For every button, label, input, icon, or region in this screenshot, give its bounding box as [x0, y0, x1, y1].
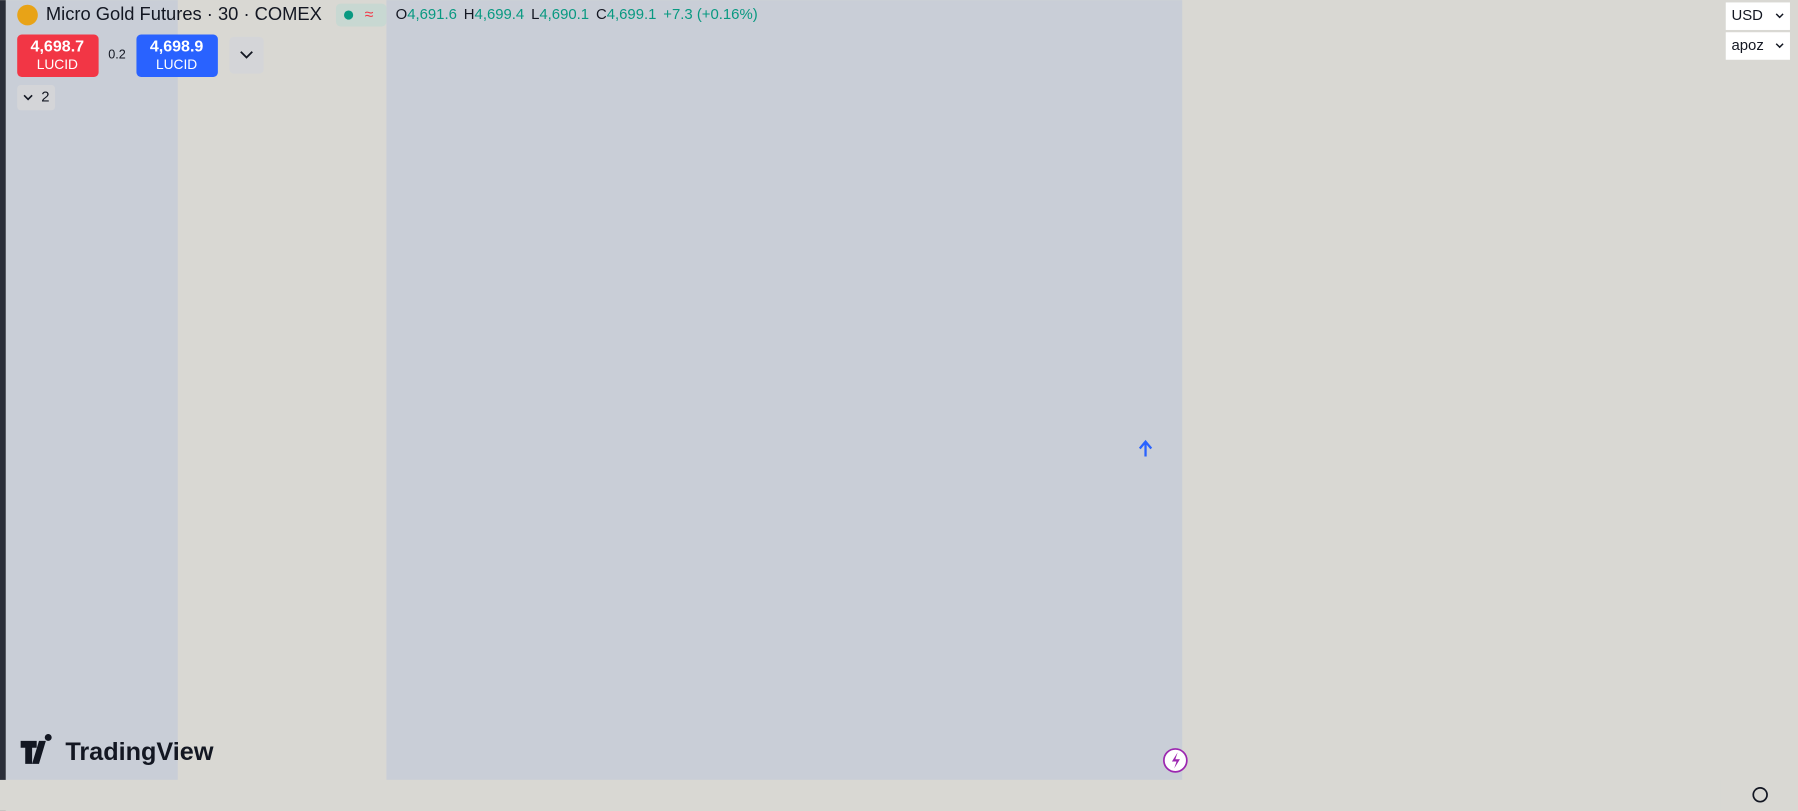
spread: 0.2	[108, 48, 126, 62]
buy-price: 4,698.9	[150, 37, 204, 55]
status-icon: ≈	[365, 5, 374, 23]
session-shade	[386, 0, 1183, 780]
ohlc-part: 4,690.1	[539, 7, 589, 23]
price-axis-panel	[1720, 0, 1798, 811]
chevron	[23, 94, 33, 101]
order-menu[interactable]	[229, 36, 264, 74]
time-axis-panel	[0, 779, 1721, 811]
status-badge[interactable]	[335, 3, 387, 27]
account: apoz	[1731, 38, 1763, 54]
indicators-toggle[interactable]	[17, 85, 56, 111]
ohlc-part: 4,699.1	[607, 7, 657, 23]
ohlc-part: L	[531, 7, 539, 23]
buy-broker: LUCID	[156, 57, 197, 72]
chevron	[1775, 43, 1784, 49]
chevron	[240, 51, 253, 59]
sell-price: 4,698.7	[31, 37, 85, 55]
symbol-title[interactable]: Micro Gold Futures · 30 · COMEX	[46, 3, 322, 24]
indicators-count: 2	[41, 90, 49, 106]
left-border	[0, 0, 6, 811]
ohlc-part: 4,699.4	[475, 7, 525, 23]
sell-button[interactable]	[17, 34, 99, 77]
ohlc-part: O	[396, 7, 408, 23]
buy-marker	[1138, 439, 1153, 457]
buy-button[interactable]	[136, 34, 218, 77]
logo-mark	[20, 734, 52, 764]
status-dot	[344, 10, 354, 20]
symbol-icon	[17, 4, 38, 26]
ohlc-part: +7.3 (+0.16%)	[663, 7, 757, 23]
currency: USD	[1731, 8, 1763, 24]
sell-broker: LUCID	[37, 57, 78, 72]
ohlc-part: H	[464, 7, 475, 23]
settings-icon[interactable]	[1752, 787, 1768, 803]
chevron	[1775, 13, 1784, 19]
bolt	[1171, 752, 1180, 769]
session-shade	[5, 0, 178, 780]
logo-text: TradingView	[65, 738, 213, 766]
ohlc-part: 4,691.6	[407, 7, 457, 23]
ohlc-part: C	[596, 7, 607, 23]
ohlc: O4,691.6 H4,699.4 L4,690.1 C4,699.1 +7.3 (+0…	[396, 7, 758, 23]
